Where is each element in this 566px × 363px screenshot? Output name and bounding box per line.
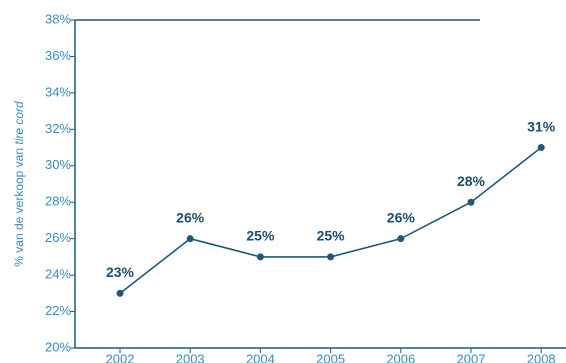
y-tick-label: 30%: [45, 157, 71, 172]
y-tick-label: 24%: [45, 267, 71, 282]
data-point: [327, 253, 335, 261]
x-tick-label: 2006: [386, 351, 415, 363]
data-point: [537, 144, 545, 152]
data-point: [186, 235, 194, 243]
data-point: [467, 198, 475, 206]
y-tick-label: 20%: [45, 339, 71, 354]
x-tick-label: 2007: [457, 351, 486, 363]
y-tick-label: 32%: [45, 121, 71, 136]
value-label: 31%: [527, 118, 556, 134]
y-label-text: % van de verkoop van: [12, 145, 26, 267]
value-label: 23%: [106, 264, 135, 280]
x-tick-label: 2004: [246, 351, 275, 363]
y-tick-label: 28%: [45, 194, 71, 209]
value-label: 25%: [246, 228, 275, 244]
x-tick-label: 2003: [176, 351, 205, 363]
y-tick-label: 34%: [45, 84, 71, 99]
data-point: [256, 253, 264, 261]
x-tick-label: 2008: [527, 351, 556, 363]
data-point: [116, 289, 124, 297]
x-tick-label: 2005: [316, 351, 345, 363]
value-label: 26%: [387, 209, 416, 225]
y-label-italic: tire cord: [12, 101, 26, 145]
data-point: [397, 235, 405, 243]
y-tick-label: 22%: [45, 303, 71, 318]
x-tick-label: 2002: [106, 351, 135, 363]
y-tick-label: 36%: [45, 48, 71, 63]
y-tick-label: 38%: [45, 11, 71, 26]
y-tick-label: 26%: [45, 230, 71, 245]
y-axis-label: % van de verkoop van tire cord: [12, 101, 26, 267]
value-label: 26%: [176, 209, 205, 225]
value-label: 25%: [317, 228, 346, 244]
value-label: 28%: [457, 173, 486, 189]
